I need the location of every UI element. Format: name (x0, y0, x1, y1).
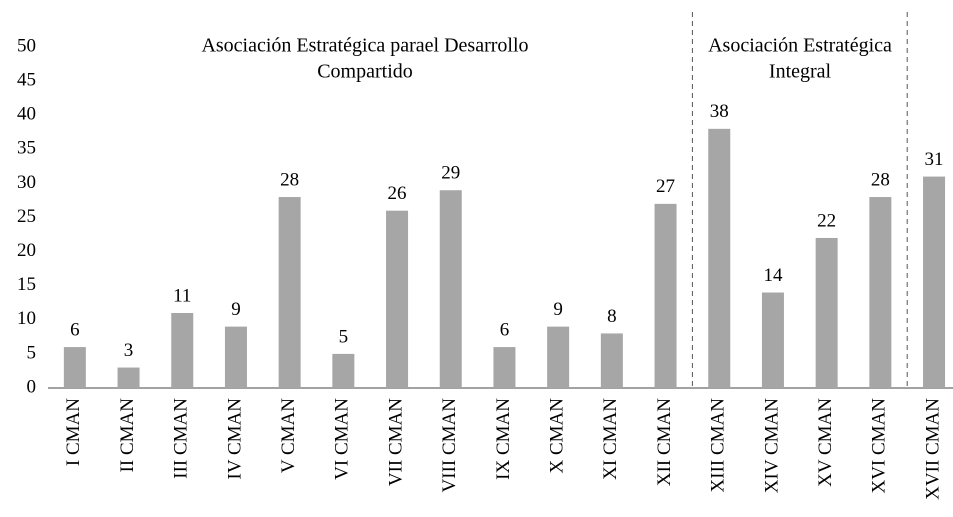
x-tick-label: IX CMAN (493, 398, 514, 480)
value-label: 28 (871, 169, 890, 190)
bar (171, 312, 194, 388)
y-tick-label: 30 (17, 172, 36, 193)
bar (600, 333, 623, 388)
bar (386, 210, 409, 388)
value-label: 31 (925, 149, 944, 170)
bar (923, 176, 946, 388)
x-tick-label: VII CMAN (385, 398, 406, 486)
value-label: 5 (339, 326, 349, 347)
x-tick-label: I CMAN (63, 398, 84, 466)
bar (224, 326, 247, 388)
bar (761, 292, 784, 388)
bar (332, 353, 355, 388)
y-tick-label: 15 (17, 274, 36, 295)
bar (278, 197, 301, 388)
value-label: 26 (388, 183, 407, 204)
x-tick-label: VIII CMAN (439, 398, 460, 493)
bar (63, 347, 86, 388)
x-tick-label: II CMAN (117, 398, 138, 473)
bar (654, 203, 677, 388)
value-label: 11 (173, 285, 191, 306)
x-tick-label: XVII CMAN (922, 398, 943, 500)
bar (439, 190, 462, 388)
y-tick-label: 20 (17, 240, 36, 261)
value-label: 8 (607, 306, 617, 327)
bar (117, 367, 140, 388)
y-tick-label: 25 (17, 206, 36, 227)
y-tick-label: 0 (27, 376, 37, 397)
x-tick-label: XII CMAN (654, 398, 675, 486)
value-label: 14 (763, 265, 783, 286)
y-tick-label: 40 (17, 104, 36, 125)
y-tick-label: 45 (17, 69, 36, 90)
value-label: 9 (553, 299, 563, 320)
annotation: Asociación Estratégica parael Desarrollo (201, 35, 528, 57)
x-tick-label: XV CMAN (815, 398, 836, 487)
bar (493, 347, 516, 388)
value-label: 29 (441, 163, 460, 184)
x-tick-label: XIV CMAN (761, 398, 782, 493)
x-tick-label: III CMAN (171, 398, 192, 479)
value-label: 38 (710, 101, 729, 122)
y-tick-label: 35 (17, 138, 36, 159)
annotation: Integral (769, 61, 832, 83)
value-label: 9 (231, 299, 241, 320)
x-tick-label: XIII CMAN (708, 398, 729, 493)
y-tick-label: 5 (27, 342, 37, 363)
annotation: Compartido (317, 61, 413, 83)
value-label: 28 (280, 169, 299, 190)
value-label: 3 (124, 340, 134, 361)
x-tick-label: IV CMAN (224, 398, 245, 480)
value-label: 6 (70, 319, 80, 340)
value-label: 22 (817, 210, 836, 231)
bar (815, 237, 838, 388)
bar (547, 326, 570, 388)
bar (869, 197, 892, 388)
x-tick-label: V CMAN (278, 398, 299, 473)
x-tick-label: VI CMAN (332, 398, 353, 480)
y-tick-label: 50 (17, 35, 36, 56)
y-tick-label: 10 (17, 308, 36, 329)
x-tick-label: XI CMAN (600, 398, 621, 480)
value-label: 6 (500, 319, 510, 340)
annotation: Asociación Estratégica (708, 35, 892, 57)
bar (708, 128, 731, 388)
value-label: 27 (656, 176, 675, 197)
x-tick-label: X CMAN (547, 398, 568, 474)
x-tick-label: XVI CMAN (869, 398, 890, 494)
